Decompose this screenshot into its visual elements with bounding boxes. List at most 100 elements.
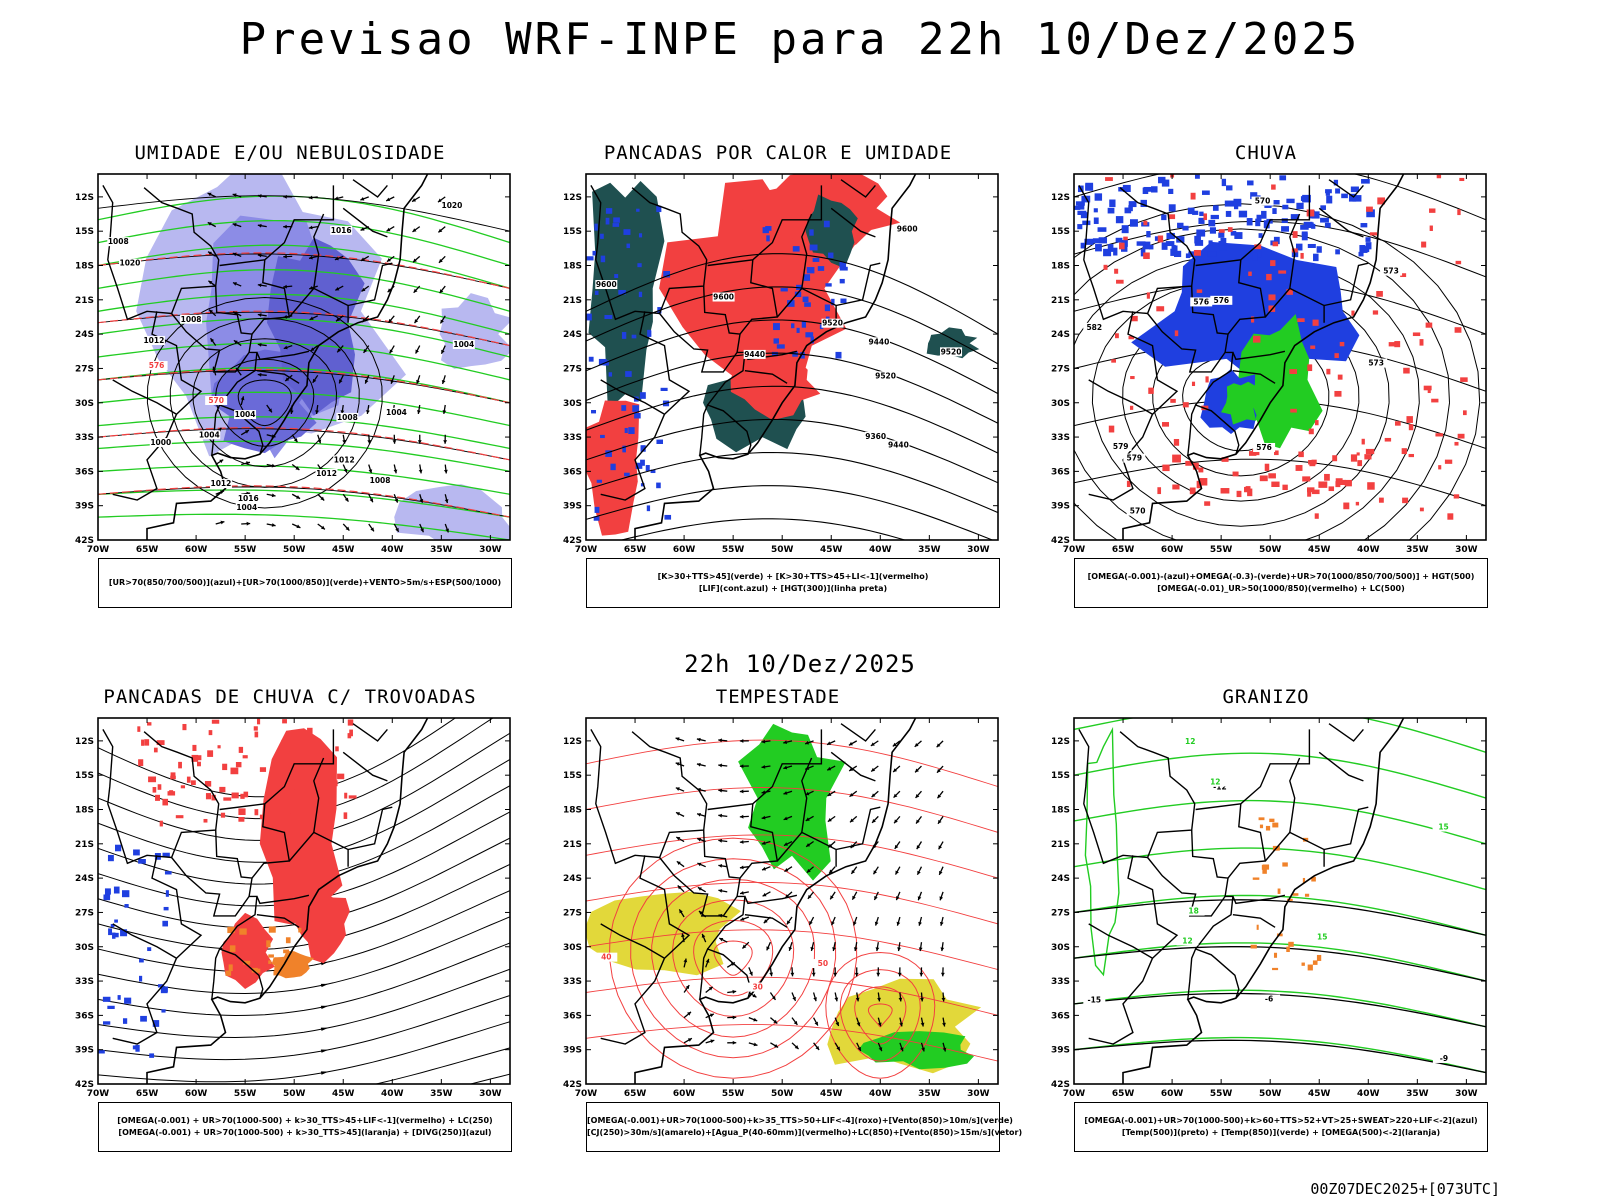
wind-vector — [873, 870, 877, 875]
border-line — [801, 757, 813, 833]
rh-speck — [1146, 292, 1150, 299]
omega-speck — [1221, 178, 1227, 187]
lat-label: 24S — [563, 874, 582, 884]
map-frame — [585, 173, 999, 541]
lif-contour — [594, 506, 600, 513]
wind-vector — [440, 319, 444, 324]
divg-speck — [140, 1015, 147, 1022]
contour-label: 12 — [1182, 936, 1192, 945]
rh-speck — [1196, 480, 1202, 489]
storm-speck — [308, 810, 315, 815]
storm-speck — [256, 718, 261, 725]
storm-speck — [208, 730, 213, 736]
storm-speck — [325, 763, 331, 770]
lif-contour — [805, 332, 814, 338]
lon-label: 55W — [234, 545, 257, 555]
wind-vector — [418, 469, 423, 474]
wind-vector — [233, 311, 238, 316]
lif-contour — [809, 244, 818, 251]
rh-speck — [1292, 231, 1298, 238]
wind-vector — [309, 285, 314, 290]
wind-vector — [897, 972, 902, 977]
wind-vector — [244, 430, 249, 434]
lon-label: 55W — [722, 545, 745, 555]
storm-speck — [190, 780, 196, 786]
rh-speck — [1334, 353, 1339, 358]
lif-contour — [621, 405, 627, 411]
storm-speck — [152, 787, 157, 793]
contour-label-bg — [712, 292, 735, 302]
border-line — [1088, 855, 1179, 960]
lon-label: 50W — [771, 1089, 794, 1099]
wind-vector — [892, 742, 897, 747]
rh-speck — [1311, 489, 1320, 495]
rh-speck — [1436, 174, 1442, 179]
lat-label: 30S — [563, 399, 582, 409]
storm-speck — [192, 744, 197, 751]
contour-label-bg — [940, 347, 963, 357]
rh-speck — [1394, 421, 1401, 426]
rh-speck — [1290, 408, 1297, 413]
contour-label-bg — [1251, 196, 1274, 206]
contour-label-bg — [1109, 442, 1132, 452]
rh-speck — [1129, 405, 1134, 410]
rh-speck — [1307, 364, 1313, 372]
omega-speck — [1316, 246, 1322, 253]
wind-vector — [774, 1044, 779, 1048]
wind-vector — [705, 958, 710, 963]
rh-speck — [1198, 467, 1204, 473]
lif-contour — [791, 323, 795, 329]
rh-speck — [1394, 341, 1401, 348]
contour-label-bg — [452, 339, 475, 349]
page-title: Previsao WRF-INPE para 22h 10/Dez/2025 — [239, 14, 1361, 65]
wind-vector — [443, 440, 448, 444]
streamline — [320, 1049, 329, 1053]
storm-speck — [217, 745, 221, 749]
wind-vector — [370, 527, 374, 532]
wind-vector — [919, 972, 924, 977]
lon-label: 50W — [1259, 545, 1282, 555]
wind-vector — [339, 379, 343, 384]
contour-label-bg — [821, 318, 844, 328]
rh-speck — [1419, 507, 1424, 512]
rh-speck — [1123, 236, 1128, 241]
lat-label: 21S — [1051, 296, 1070, 306]
storm-speck — [223, 797, 232, 801]
storm-speck — [335, 746, 339, 752]
height-contour — [619, 518, 907, 540]
contour-label-bg — [315, 468, 338, 478]
mid-timestamp: 22h 10/Dez/2025 — [684, 650, 916, 678]
lif-contour — [766, 235, 770, 242]
border-line — [707, 351, 746, 406]
wind-vector — [739, 789, 744, 794]
border-line — [830, 207, 876, 238]
lif-contour — [638, 291, 643, 298]
omega-speck — [1333, 179, 1339, 186]
border-line — [1232, 914, 1276, 928]
lat-label: 36S — [563, 1011, 582, 1021]
omega-speck — [1363, 247, 1370, 253]
omega-speck — [1113, 247, 1118, 256]
contour-label: 1012 — [143, 336, 164, 345]
temp850-contour — [1074, 1036, 1486, 1074]
contour-label: 9520 — [875, 371, 896, 380]
border-line — [1187, 404, 1240, 456]
contour-label: 570 — [1130, 507, 1146, 516]
wind-vector — [895, 870, 899, 875]
wind-vector — [766, 946, 770, 951]
contour-label: 18 — [1188, 907, 1198, 916]
rh-speck — [1431, 398, 1439, 403]
wind-vector — [420, 528, 424, 533]
omega500-speck — [1316, 954, 1322, 961]
wind-vector — [438, 228, 443, 233]
storm-speck — [162, 798, 169, 806]
wind-vector — [676, 861, 681, 866]
lif-contour — [608, 372, 613, 377]
wind-vector — [367, 440, 372, 444]
lon-label: 35W — [430, 545, 453, 555]
wind-vector — [393, 469, 398, 474]
contour-label: 1020 — [119, 259, 140, 268]
wind-vector — [677, 885, 682, 890]
border-line — [347, 262, 393, 307]
